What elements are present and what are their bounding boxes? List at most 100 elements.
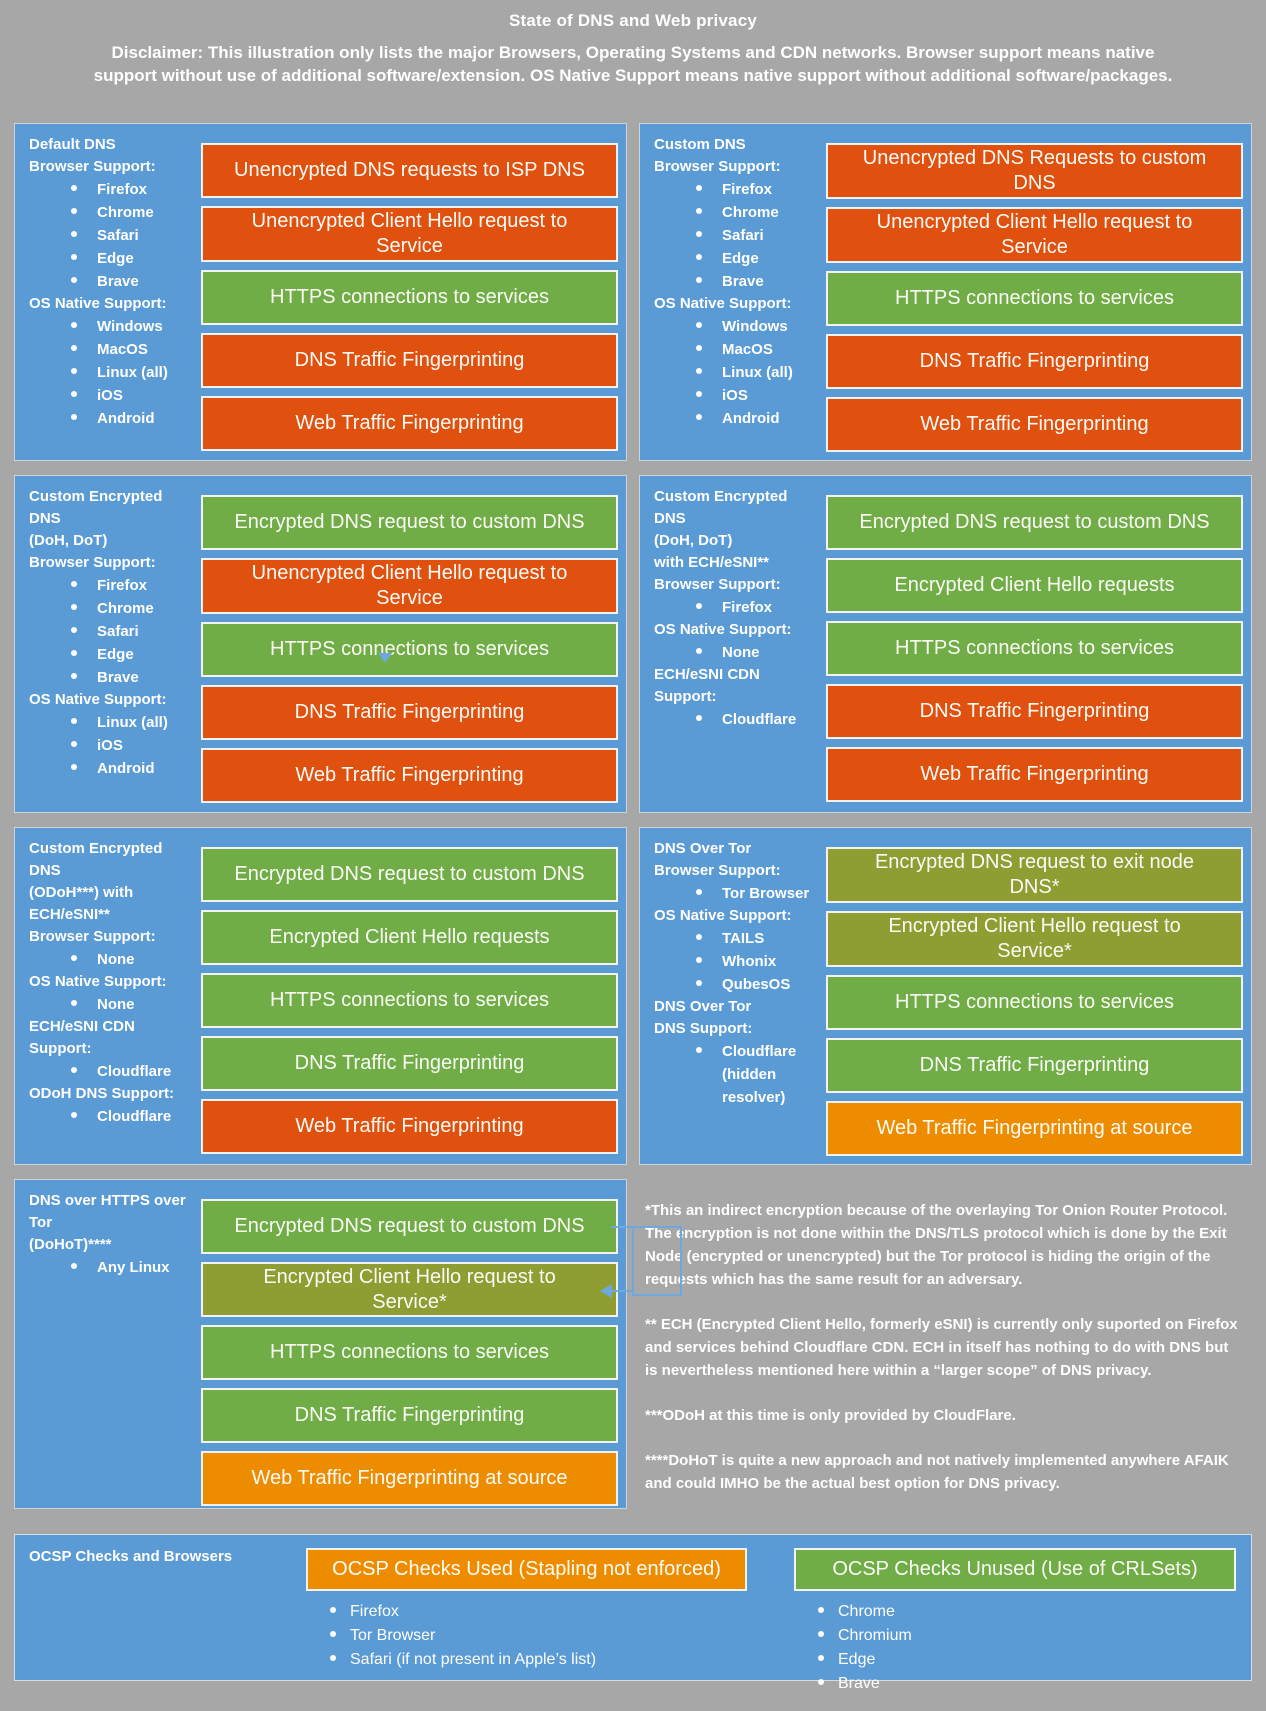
note-callout-co-box	[632, 1226, 682, 1296]
sidebar-bullet-item: Android	[23, 407, 195, 430]
sidebar-heading: OS Native Support:	[654, 295, 792, 312]
bullet-icon	[71, 650, 77, 656]
status-bar-label: Unencrypted Client Hello request to Serv…	[876, 211, 1193, 258]
panel-custom-dns: Custom DNS Browser Support: Firefox Chrome S…	[639, 123, 1252, 461]
bullet-icon	[330, 1655, 336, 1661]
sidebar-bullet-item: Linux (all)	[648, 361, 820, 384]
status-bar-label: DNS Traffic Fingerprinting	[294, 1404, 525, 1426]
status-bar-good: Encrypted DNS request to custom DNS	[201, 847, 618, 902]
panel-custom-encrypted-dns-ech: Custom Encrypted DNS (DoH, DoT) with ECH/e…	[639, 475, 1252, 813]
sidebar-heading: ECH/eSNI CDN Support:	[654, 666, 760, 705]
sidebar-bullet-item: TAILS	[648, 927, 820, 950]
status-bar-label: HTTPS connections to services	[895, 637, 1174, 659]
sidebar-bullet-item: Chrome	[648, 201, 820, 224]
sidebar-bullet-item: QubesOS	[648, 973, 820, 996]
status-bar-label: HTTPS connections to services	[270, 1341, 549, 1363]
ocsp-used-list: Firefox Tor Browser Safari (if not present…	[306, 1600, 747, 1672]
footnote-1: *This an indirect encryption because of …	[645, 1202, 1228, 1288]
status-bar-bad: Unencrypted DNS requests to ISP DNS	[201, 143, 618, 198]
status-bar-bad: DNS Traffic Fingerprinting	[201, 333, 618, 388]
bullet-label: Edge	[97, 646, 134, 663]
sidebar-bullet-item: Whonix	[648, 950, 820, 973]
bullet-label: Cloudflare	[97, 1108, 172, 1125]
sidebar-bullet-item: Edge	[794, 1648, 1236, 1672]
bullet-label: Safari	[722, 227, 764, 244]
sidebar-bullet-item: None	[23, 993, 195, 1016]
bullet-label: Edge	[838, 1651, 876, 1668]
sidebar-heading: Custom Encrypted DNS	[29, 488, 163, 527]
bullet-label: None	[722, 644, 760, 661]
bullet-icon	[71, 627, 77, 633]
panel-default-dns: Default DNS Browser Support: Firefox Chrome…	[14, 123, 627, 461]
status-bar-good: Encrypted Client Hello requests	[826, 558, 1243, 613]
status-bar-label: Encrypted Client Hello request to Servic…	[888, 915, 1181, 962]
bullet-icon	[696, 648, 702, 654]
sidebar-bullet-item: Linux (all)	[23, 711, 195, 734]
panel-sidebar: Custom Encrypted DNS (DoH, DoT) with ECH/e…	[648, 482, 820, 806]
panel-sidebar: Custom Encrypted DNS (DoH, DoT) Browser Su…	[23, 482, 195, 806]
bullet-icon	[71, 1067, 77, 1073]
sidebar-bullet-item: Brave	[648, 270, 820, 293]
sidebar-heading: DNS Support:	[654, 1020, 753, 1037]
sidebar-bullet-item: Firefox	[23, 178, 195, 201]
sidebar-heading: (DoH, DoT)	[654, 532, 733, 549]
sidebar-heading: DNS over HTTPS over Tor	[29, 1192, 186, 1231]
bullet-icon	[71, 322, 77, 328]
panel-sidebar: Default DNS Browser Support: Firefox Chrome…	[23, 130, 195, 454]
sidebar-bullet-item: Firefox	[648, 178, 820, 201]
bullet-label: Cloudflare	[722, 711, 797, 728]
panel-dohot: DNS over HTTPS over Tor (DoHoT)**** Any Li…	[14, 1179, 682, 1509]
sidebar-bullet-item: Safari	[648, 224, 820, 247]
sidebar-bullet-item: Brave	[794, 1672, 1236, 1696]
status-bar-bad: Web Traffic Fingerprinting	[201, 396, 618, 451]
bullet-label: iOS	[97, 737, 123, 754]
status-bar-label: DNS Traffic Fingerprinting	[294, 349, 525, 371]
bullet-label: Linux (all)	[97, 714, 168, 731]
status-bar-label: Web Traffic Fingerprinting at source	[876, 1117, 1193, 1139]
sidebar-heading: ODoH DNS Support:	[29, 1085, 174, 1102]
bullet-label: Chrome	[722, 204, 779, 221]
panel-sidebar: Custom Encrypted DNS (ODoH***) with ECH/eS…	[23, 834, 195, 1158]
bullet-label: Brave	[838, 1675, 880, 1692]
bullet-label: Safari (if not present in Apple’s list)	[350, 1651, 597, 1668]
bullet-icon	[696, 208, 702, 214]
sidebar-bullet-item: Edge	[23, 247, 195, 270]
status-bar-good: Encrypted Client Hello requests	[201, 910, 618, 965]
sidebar-bullet-item: Cloudflare	[648, 708, 820, 731]
status-bar-bad: Unencrypted Client Hello request to Serv…	[826, 207, 1243, 263]
bullet-icon	[71, 391, 77, 397]
status-bar-bad: DNS Traffic Fingerprinting	[826, 684, 1243, 739]
bullet-label: Firefox	[97, 181, 148, 198]
bullet-icon	[696, 185, 702, 191]
bullet-label: Any Linux	[97, 1259, 170, 1276]
page-title: State of DNS and Web privacy	[508, 11, 758, 30]
bullet-label: Chrome	[97, 204, 154, 221]
sidebar-bullet-item: Chrome	[794, 1600, 1236, 1624]
bullet-label: None	[97, 951, 135, 968]
status-bar-good: DNS Traffic Fingerprinting	[201, 1036, 618, 1091]
sidebar-heading: OS Native Support:	[29, 973, 167, 990]
bullet-icon	[696, 715, 702, 721]
sidebar-heading: OS Native Support:	[29, 691, 167, 708]
sidebar-bullet-item: MacOS	[23, 338, 195, 361]
status-bar-bad: Web Traffic Fingerprinting	[201, 748, 618, 803]
bullet-label: iOS	[722, 387, 748, 404]
status-bar-label: Unencrypted Client Hello request to Serv…	[251, 562, 568, 609]
bullet-icon	[696, 277, 702, 283]
status-bar-good: HTTPS connections to services	[826, 975, 1243, 1030]
sidebar-heading: OS Native Support:	[654, 907, 792, 924]
sidebar-heading: DNS Over Tor	[654, 840, 752, 857]
panel-custom-encrypted-dns-doh-dot: Custom Encrypted DNS (DoH, DoT) Browser Su…	[14, 475, 627, 813]
bullet-label: Linux (all)	[722, 364, 793, 381]
sidebar-heading: Custom Encrypted DNS	[29, 840, 163, 879]
sidebar-heading: (DoH, DoT)	[29, 532, 108, 549]
sidebar-bullet-item: Edge	[648, 247, 820, 270]
status-bar-warn: Web Traffic Fingerprinting at source	[826, 1101, 1243, 1156]
status-bar-label: DNS Traffic Fingerprinting	[919, 700, 1150, 722]
sidebar-bullet-item: None	[648, 641, 820, 664]
bullet-icon	[71, 741, 77, 747]
bullet-icon	[696, 980, 702, 986]
bullet-icon	[696, 231, 702, 237]
panel-bars: Unencrypted DNS requests to ISP DNS Unenc…	[201, 143, 618, 454]
bullet-label: Whonix	[722, 953, 777, 970]
